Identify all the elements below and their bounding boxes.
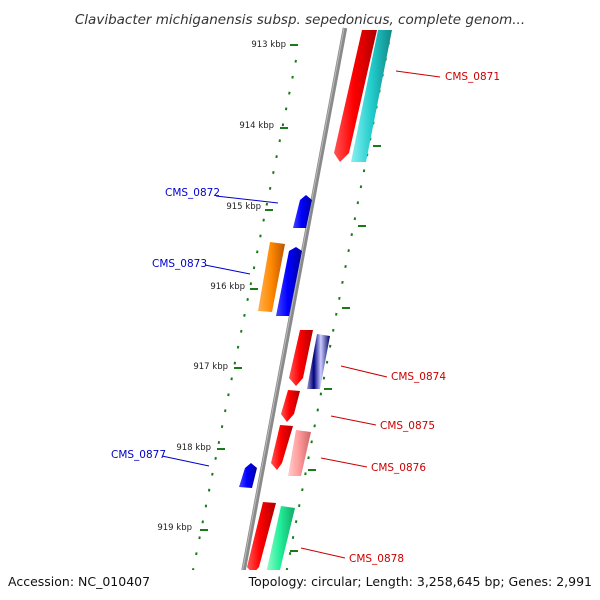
gene-label-cms-0872[interactable]: CMS_0872: [165, 187, 220, 199]
right-ticks: [290, 145, 381, 552]
track-dot: [236, 345, 240, 349]
track-dot: [217, 441, 221, 444]
track-dot: [220, 425, 224, 429]
tick-914: 914 kbp: [239, 121, 288, 131]
gene-label-cms-0878[interactable]: CMS_0878: [349, 553, 404, 565]
genome-summary-text: Topology: circular; Length: 3,258,645 bp…: [248, 574, 592, 589]
track-dot: [288, 91, 291, 95]
track-dot: [359, 185, 363, 189]
track-dot: [198, 536, 201, 540]
track-dot: [319, 392, 323, 396]
gene-label-cms-0876[interactable]: CMS_0876: [371, 462, 426, 474]
track-dot: [278, 139, 281, 143]
track-dot: [301, 488, 304, 492]
gene-label-cms-0875[interactable]: CMS_0875: [380, 420, 435, 432]
tick-label-916: 916 kbp: [210, 282, 245, 292]
track-dot: [243, 313, 246, 317]
track-dot: [298, 504, 301, 508]
gene-label-cms-0871[interactable]: CMS_0871: [445, 71, 500, 83]
track-dot: [356, 201, 360, 205]
track-dot: [204, 504, 208, 508]
gene-cms-0878[interactable]: CMS_0878: [247, 502, 404, 578]
track-dot: [310, 440, 313, 444]
genome-backbone-highlight: [236, 27, 345, 600]
track-dot: [259, 234, 262, 238]
gene-cms-0876[interactable]: CMS_0876: [271, 425, 426, 476]
gene-label-cms-0877[interactable]: CMS_0877: [111, 449, 166, 461]
tick-label-913: 913 kbp: [251, 40, 286, 50]
tick-label-919: 919 kbp: [157, 523, 192, 533]
track-dot: [291, 75, 294, 79]
tick-918: 918 kbp: [176, 443, 225, 453]
tick-913: 913 kbp: [251, 40, 298, 50]
track-dot: [275, 155, 278, 159]
genome-backbone: [235, 27, 348, 600]
track-dot: [288, 552, 292, 555]
gene-cms-0875[interactable]: CMS_0875: [281, 390, 435, 432]
track-dot: [252, 266, 256, 270]
track-dot: [353, 217, 357, 221]
track-dot: [214, 456, 217, 460]
track-dot: [304, 472, 307, 476]
track-dot: [316, 408, 319, 412]
track-dot: [284, 107, 288, 111]
tick-915: 915 kbp: [226, 202, 273, 212]
gene-label-cms-0874[interactable]: CMS_0874: [391, 371, 446, 383]
gene-cms-0872[interactable]: CMS_0872: [165, 187, 312, 228]
track-dot: [272, 171, 275, 174]
track-dot: [201, 520, 204, 524]
gene-cms-0871[interactable]: CMS_0871: [334, 30, 500, 162]
track-dot: [325, 360, 329, 364]
map-title: Clavibacter michiganensis subsp. sepedon…: [75, 12, 525, 28]
track-dot: [256, 250, 259, 254]
track-dot: [249, 282, 253, 286]
tick-916: 916 kbp: [210, 282, 258, 292]
track-dot: [344, 265, 347, 268]
tick-label-917: 917 kbp: [193, 362, 228, 372]
track-dot: [341, 280, 344, 284]
track-dot: [195, 552, 198, 556]
track-dot: [265, 202, 269, 206]
tick-label-914: 914 kbp: [239, 121, 274, 131]
track-dot: [233, 361, 237, 365]
dotted-track-left: [185, 59, 297, 600]
track-dot: [362, 169, 366, 173]
track-dot: [281, 123, 285, 127]
gene-cms-0873[interactable]: CMS_0873: [152, 242, 302, 316]
track-dot: [207, 488, 211, 492]
track-dot: [262, 218, 265, 222]
track-dot: [291, 536, 295, 539]
track-dot: [268, 186, 272, 190]
track-dot: [332, 328, 335, 332]
gene-cms-0874[interactable]: CMS_0874: [289, 330, 446, 389]
track-dot: [230, 377, 233, 381]
track-dot: [350, 233, 353, 237]
track-dot: [246, 298, 249, 301]
gene-cms-0877[interactable]: CMS_0877: [111, 449, 257, 488]
tick-label-915: 915 kbp: [226, 202, 261, 212]
footer-background: [0, 570, 600, 600]
track-dot: [294, 59, 297, 63]
tick-919: 919 kbp: [157, 523, 208, 533]
track-dot: [240, 329, 243, 333]
track-dot: [347, 249, 350, 253]
track-dot: [328, 344, 332, 348]
track-dot: [211, 472, 214, 476]
track-dot: [322, 376, 326, 380]
track-dot: [227, 393, 230, 397]
accession-text: Accession: NC_010407: [8, 574, 150, 589]
track-dot: [294, 520, 298, 524]
gene-label-cms-0873[interactable]: CMS_0873: [152, 258, 207, 270]
track-dot: [338, 296, 341, 300]
track-dot: [335, 312, 338, 316]
tick-label-918: 918 kbp: [176, 443, 211, 453]
track-dot: [224, 409, 227, 413]
track-dot: [313, 424, 316, 428]
tick-917: 917 kbp: [193, 362, 242, 372]
track-dot: [307, 456, 310, 460]
